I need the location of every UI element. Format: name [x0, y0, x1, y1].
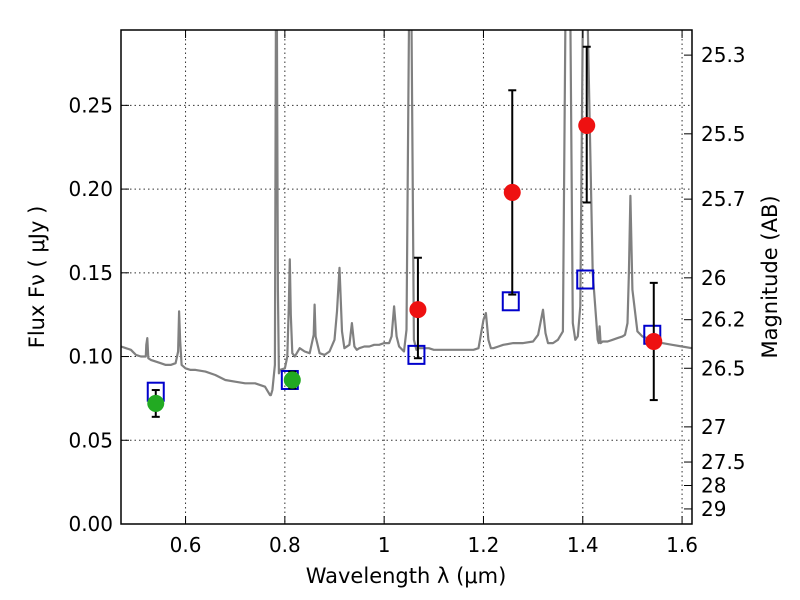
observed-point	[409, 301, 427, 319]
x-tick-label: 1.6	[666, 533, 698, 557]
model-box-marker	[501, 291, 520, 312]
x-axis-label: Wavelength λ (μm)	[306, 564, 507, 588]
model-box-marker	[576, 269, 595, 290]
right-tick-label: 28	[701, 473, 726, 497]
x-tick-label: 0.6	[170, 533, 202, 557]
plot-frame	[120, 29, 693, 525]
right-tick-label: 25.5	[701, 122, 746, 146]
x-tick-label: 1.4	[567, 533, 599, 557]
y-tick-label: 0.20	[68, 177, 113, 201]
data-marks	[146, 45, 663, 418]
axis-ticks	[121, 30, 692, 525]
spectrum-line	[121, 30, 692, 397]
observed-point	[283, 371, 301, 389]
tick-labels: 0.6 0.8 1 1.2 1.4 1.6 0.00 0.05 0.10 0.15 0.20 0.25…	[68, 43, 745, 557]
y-tick-label: 0.25	[68, 93, 113, 117]
right-tick-label: 25.3	[701, 43, 746, 67]
right-tick-label: 25.7	[701, 187, 746, 211]
y-tick-label: 0.15	[68, 261, 113, 285]
x-tick-label: 0.8	[269, 533, 301, 557]
right-tick-label: 27.5	[701, 450, 746, 474]
plot-area	[121, 30, 692, 418]
right-tick-label: 26.2	[701, 308, 746, 332]
y-tick-label: 0.05	[68, 428, 113, 452]
observed-point	[578, 116, 596, 134]
right-tick-label: 26.5	[701, 356, 746, 380]
right-tick-label: 29	[701, 497, 726, 521]
observed-point	[645, 332, 663, 350]
y-tick-label: 0.00	[68, 512, 113, 536]
right-tick-label: 26	[701, 266, 726, 290]
y-tick-label: 0.10	[68, 345, 113, 369]
right-axis-label: Magnitude (AB)	[758, 195, 782, 358]
x-tick-label: 1.2	[468, 533, 500, 557]
observed-point	[147, 394, 165, 412]
observed-point	[503, 183, 521, 201]
right-tick-label: 27	[701, 415, 726, 439]
y-axis-label: Flux Fν ( μJy )	[25, 206, 49, 349]
model-box-marker	[407, 344, 426, 365]
x-tick-label: 1	[378, 533, 391, 557]
